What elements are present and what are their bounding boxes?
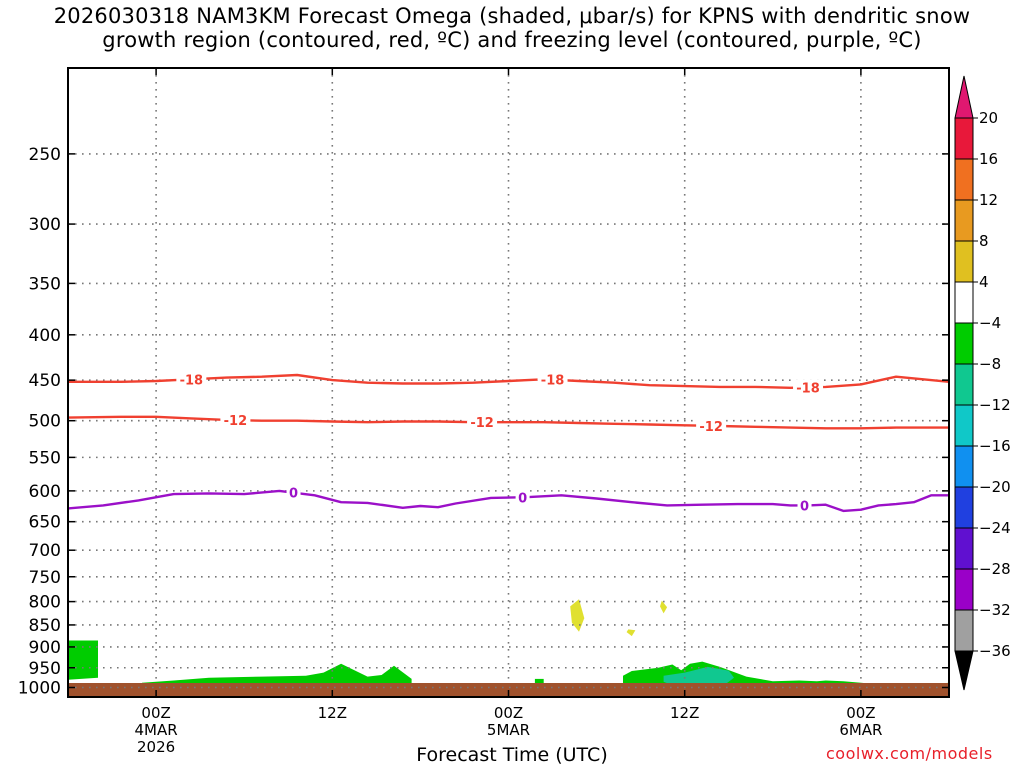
contour-label-bg <box>220 412 251 428</box>
contour-label: 0 <box>289 487 298 502</box>
omega-region-9 <box>660 600 668 614</box>
colorbar-label: −32 <box>979 601 1011 619</box>
colorbar-box-3 <box>954 240 974 283</box>
contour-label-bg <box>515 489 530 505</box>
y-tick-label: 300 <box>29 215 61 235</box>
contour-label: 0 <box>800 499 809 514</box>
contour-label-bg <box>176 371 207 387</box>
contour-label-bg <box>797 497 812 513</box>
contour-layer: -18 -18 -18 -12 -12 -12 0 0 0 <box>68 371 949 514</box>
colorbar-box-8 <box>954 445 974 488</box>
x-tick-label: 00Z <box>141 704 170 722</box>
colorbar-box-7 <box>954 404 974 447</box>
omega-shading-layer <box>68 599 949 692</box>
colorbar-box-0 <box>954 117 974 160</box>
colorbar-box-2 <box>954 199 974 242</box>
x-axis-label: Forecast Time (UTC) <box>416 744 608 766</box>
chart-title: 2026030318 NAM3KM Forecast Omega (shaded… <box>0 4 1024 52</box>
colorbar-label: −4 <box>979 314 1001 332</box>
y-tick-label: 800 <box>29 593 61 613</box>
axes-layer: 2503003504004505005506006507007508008509… <box>18 67 950 756</box>
y-tick-label: 950 <box>29 659 61 679</box>
y-tick-label: 650 <box>29 513 61 533</box>
y-tick-label: 700 <box>29 541 61 561</box>
y-tick-label: 250 <box>29 145 61 165</box>
colorbar-box-10 <box>954 527 974 570</box>
x-tick-label: 4MAR <box>135 721 178 739</box>
contour-label: -18 <box>541 374 565 389</box>
omega-region-6 <box>663 666 734 689</box>
grid-layer <box>68 68 949 689</box>
omega-region-0 <box>68 640 98 680</box>
chart-title-line1: 2026030318 NAM3KM Forecast Omega (shaded… <box>53 4 971 28</box>
x-tick-label: 12Z <box>670 704 699 722</box>
colorbar-box-9 <box>954 486 974 529</box>
source-credit[interactable]: coolwx.com/models <box>826 744 993 763</box>
colorbar-box-5 <box>954 322 974 365</box>
x-tick-label: 12Z <box>318 704 347 722</box>
colorbar-box-12 <box>954 609 974 652</box>
omega-region-7 <box>570 599 585 632</box>
colorbar-box-1 <box>954 158 974 201</box>
colorbar-box-4 <box>954 281 974 324</box>
colorbar-label: 8 <box>979 232 989 250</box>
y-tick-label: 500 <box>29 412 61 432</box>
colorbar-label: −20 <box>979 478 1011 496</box>
colorbar-label: −28 <box>979 560 1011 578</box>
colorbar-label: 4 <box>979 273 989 291</box>
x-tick-label: 2026 <box>137 738 175 756</box>
y-tick-label: 850 <box>29 616 61 636</box>
contour-label: -12 <box>470 416 494 431</box>
y-tick-label: 450 <box>29 371 61 391</box>
y-tick-label: 400 <box>29 326 61 346</box>
contour-2 <box>68 489 949 513</box>
colorbar-label: 12 <box>979 191 998 209</box>
contour-0 <box>68 373 949 389</box>
contour-label-bg <box>696 417 727 433</box>
colorbar-label: 20 <box>979 109 998 127</box>
y-tick-label: 900 <box>29 638 61 658</box>
contour-label-bg <box>793 379 824 395</box>
contour-label: -18 <box>180 373 204 388</box>
y-tick-label: 550 <box>29 448 61 468</box>
y-tick-label: 1000 <box>18 678 61 698</box>
colorbar-bottom-arrow <box>954 650 974 691</box>
chart-title-line2: growth region (contoured, red, ºC) and f… <box>102 28 922 52</box>
y-tick-label: 750 <box>29 568 61 588</box>
colorbar-label: −12 <box>979 396 1011 414</box>
x-tick-label: 00Z <box>846 704 875 722</box>
colorbar-box-11 <box>954 568 974 611</box>
omega-region-8 <box>626 629 636 637</box>
colorbar-label: −24 <box>979 519 1011 537</box>
colorbar-label: −36 <box>979 642 1011 660</box>
colorbar-top-arrow <box>954 75 974 119</box>
x-tick-label: 00Z <box>494 704 523 722</box>
colorbar-label: −16 <box>979 437 1011 455</box>
contour-label-bg <box>286 484 301 500</box>
contour-label-bg <box>537 371 568 387</box>
colorbar-label: 16 <box>979 150 998 168</box>
contour-label: -12 <box>699 420 723 435</box>
x-tick-label: 6MAR <box>839 721 882 739</box>
y-tick-label: 350 <box>29 274 61 294</box>
contour-label: 0 <box>518 491 527 506</box>
colorbar-label: −8 <box>979 355 1001 373</box>
contour-label-bg <box>467 414 498 430</box>
x-tick-label: 5MAR <box>487 721 530 739</box>
colorbar: 20 16 12 8 4 −4 −8 −12 −16 −20 −24 −28 −32 −36 <box>954 75 1011 691</box>
colorbar-box-6 <box>954 363 974 406</box>
contour-label: -12 <box>224 414 248 429</box>
contour-label: -18 <box>796 381 820 396</box>
y-tick-label: 600 <box>29 482 61 502</box>
